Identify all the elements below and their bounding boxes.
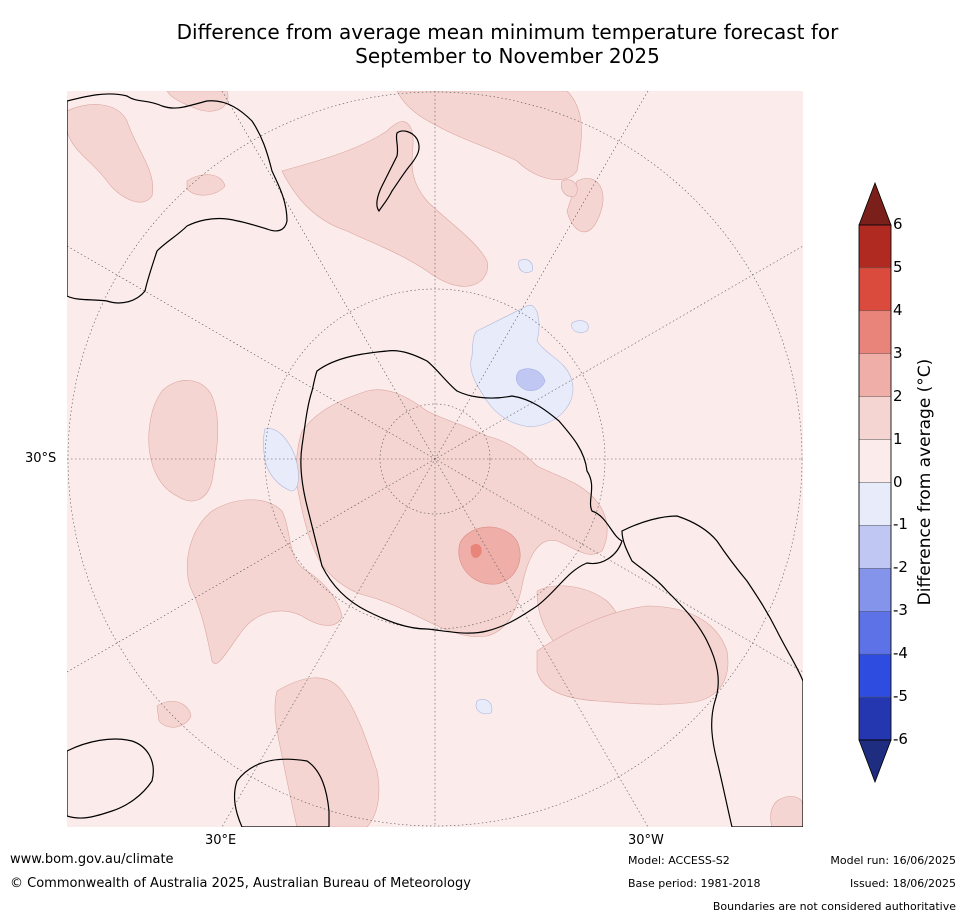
colorbar-tick-label: 5 [893, 257, 903, 276]
anomaly-negative-indian [263, 428, 299, 492]
chart-title: Difference from average mean minimum tem… [0, 20, 965, 68]
colorbar-tick-label: 6 [893, 215, 903, 233]
graticule-circle-mid [264, 288, 606, 630]
anomaly-patch-south-atlantic [536, 605, 729, 705]
anomaly-negative-small-3 [475, 699, 493, 715]
anomaly-patch-small-ne [561, 179, 578, 197]
antarctica-coastline [300, 350, 623, 634]
anomaly-patch-indian-north [67, 104, 154, 203]
anomaly-patch-pacific-north [396, 91, 582, 180]
colorbar-tick-label: -1 [893, 515, 908, 534]
colorbar-tick-label: -3 [893, 601, 908, 620]
footer-disclaimer: Boundaries are not considered authoritat… [712, 900, 956, 913]
coastlines [67, 93, 803, 827]
graticule [67, 91, 803, 827]
colorbar-tick-label: 1 [893, 429, 903, 448]
anomaly-patch-indian-west [148, 380, 219, 502]
colorbar-tick-label: -2 [893, 558, 908, 577]
graticule-meridian-6 [67, 245, 803, 673]
colorbar-tick-label: 4 [893, 300, 903, 319]
anomaly-patch-indian-south [186, 499, 343, 664]
colorbar-band [858, 267, 892, 312]
anomaly-patch-small [186, 174, 226, 196]
anomaly-negative-small-1 [518, 259, 533, 273]
title-line-1: Difference from average mean minimum tem… [176, 20, 839, 44]
colorbar-title: Difference from average (°C) [915, 358, 935, 606]
anomaly-1-2-regions [67, 91, 803, 827]
australia-coastline [67, 93, 288, 304]
colorbar-under-arrow [858, 739, 892, 784]
colorbar [858, 181, 892, 784]
anomaly-negative-small-2 [571, 320, 589, 333]
colorbar-band [858, 525, 892, 569]
footer-model-run: Model run: 16/06/2025 [830, 854, 956, 867]
anomaly-patch-bottom-left [274, 677, 380, 827]
footer-url[interactable]: www.bom.gov.au/climate [10, 852, 174, 867]
colorbar-frame [858, 224, 892, 741]
colorbar-tick-label: -6 [893, 730, 908, 748]
title-line-2: September to November 2025 [355, 44, 660, 68]
lon-label-30e: 30°E [205, 833, 237, 848]
colorbar-band [858, 482, 892, 526]
colorbar-tick-label: -4 [893, 644, 908, 663]
anomaly-minus-2-region [516, 368, 546, 391]
colorbar-tick-label: 3 [893, 343, 903, 362]
colorbar-band [858, 353, 892, 397]
anomaly-patch-top-left [166, 91, 229, 112]
south-america-coastline [621, 515, 803, 827]
anomaly-minus-1-0-regions [263, 259, 589, 715]
lat-label-30s: 30°S [25, 451, 57, 466]
anomaly-patch-tasman [281, 121, 488, 287]
lon-label-30w: 30°W [628, 833, 664, 848]
colorbar-band [858, 653, 892, 698]
colorbar-tick-label: -5 [893, 687, 908, 706]
footer-issued: Issued: 18/06/2025 [849, 877, 956, 890]
colorbar-band [858, 611, 892, 655]
colorbar-band [858, 696, 892, 741]
anomaly-patch-antarctica [295, 389, 608, 637]
colorbar-band [858, 439, 892, 483]
anomaly-2-3-region [458, 526, 521, 585]
colorbar-over-arrow [858, 181, 892, 226]
colorbar-tick-label: 0 [893, 472, 903, 491]
anomaly-patch-small-sw [156, 701, 192, 728]
colorbar-tick-label: 2 [893, 386, 903, 405]
anomaly-3-4-region [470, 543, 482, 558]
footer-base-period: Base period: 1981-2018 [628, 877, 761, 890]
colorbar-band [858, 310, 892, 354]
map-canvas [67, 91, 803, 827]
colorbar-band [858, 568, 892, 612]
anomaly-patch-bottom-right [770, 796, 803, 827]
colorbar-band [858, 224, 892, 269]
madagascar-coastline [233, 758, 330, 827]
new-zealand-coastline [376, 130, 420, 213]
africa-coastline [67, 738, 154, 819]
anomaly-map [67, 91, 803, 827]
colorbar-band [858, 396, 892, 440]
anomaly-negative-weddell [470, 304, 574, 427]
footer-model: Model: ACCESS-S2 [628, 854, 730, 867]
footer-copyright: © Commonwealth of Australia 2025, Austra… [10, 876, 471, 891]
colorbar-bands [858, 224, 892, 741]
